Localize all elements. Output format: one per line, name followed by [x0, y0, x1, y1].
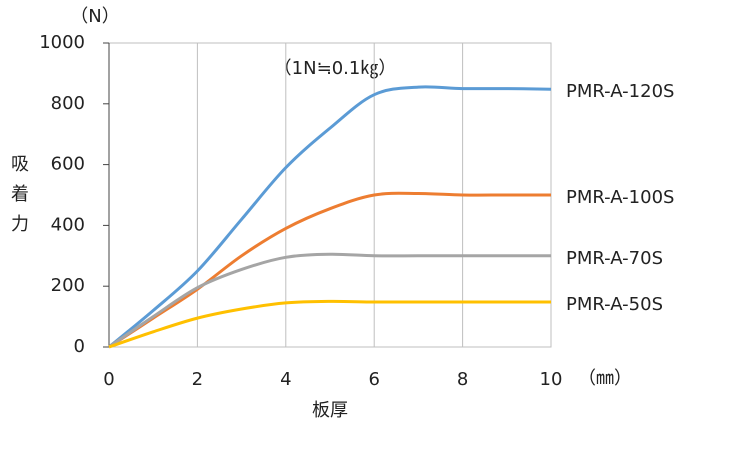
x-tick-label: 10	[540, 369, 563, 390]
x-tick-label: 4	[280, 369, 291, 390]
x-tick-label: 2	[192, 369, 203, 390]
legend-label: PMR-A-50S	[566, 294, 663, 315]
x-tick-label: 0	[103, 369, 114, 390]
y-tick-label: 1000	[39, 32, 85, 53]
x-axis-label: 板厚	[312, 400, 348, 421]
x-unit: （㎜）	[578, 368, 632, 389]
y-axis-label: 吸着力	[11, 154, 29, 235]
y-tick-label: 800	[51, 93, 85, 114]
line-series	[108, 252, 551, 349]
line-series	[108, 299, 551, 349]
y-tick-label: 400	[51, 214, 85, 235]
line-series	[108, 85, 552, 349]
y-tick-label: 200	[51, 275, 85, 296]
y-tick-label: 0	[74, 336, 85, 357]
line-series	[108, 191, 551, 349]
legend-label: PMR-A-100S	[566, 187, 674, 208]
legend-label: PMR-A-70S	[566, 248, 663, 269]
y-unit: （N）	[70, 6, 119, 27]
legend-label: PMR-A-120S	[566, 81, 674, 102]
x-tick-label: 8	[457, 369, 468, 390]
y-tick-label: 600	[51, 154, 85, 175]
x-tick-label: 6	[368, 369, 379, 390]
annotation: （1N≒0.1㎏）	[274, 58, 397, 79]
